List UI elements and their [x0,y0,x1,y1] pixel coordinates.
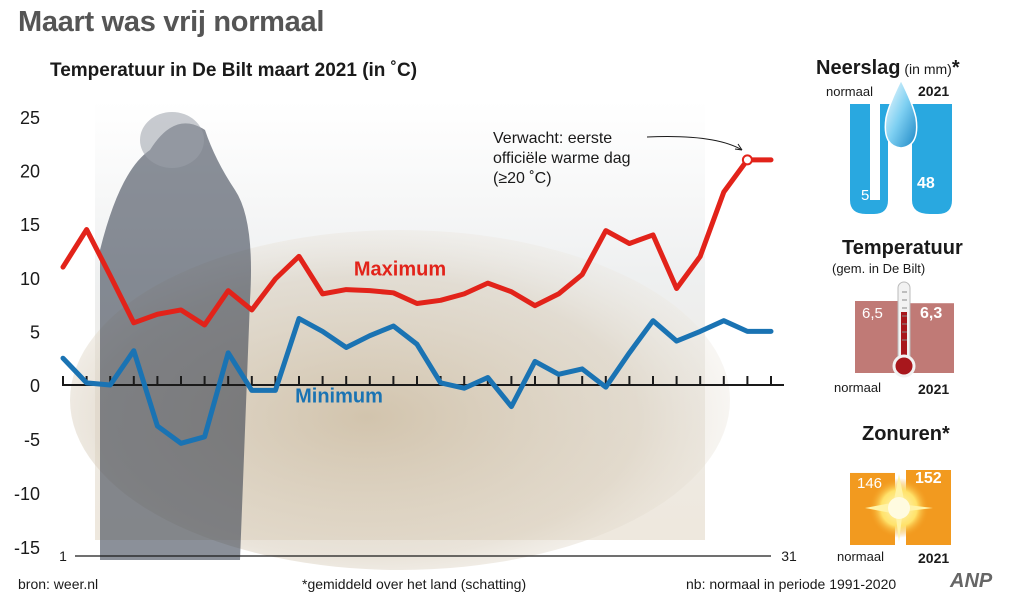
temperatuur-title: Temperatuur [842,237,963,259]
neerslag-title-text: Neerslag [816,57,901,79]
y-tick-label: -15 [14,538,40,558]
neerslag-unit: (in mm) [904,61,952,77]
zon-normal-value: 146 [857,475,883,492]
temp-normal-value: 6,5 [862,305,883,322]
thermometer-icon [892,281,916,378]
neerslag-title: Neerslag (in mm)* [816,57,960,80]
annotation-text-line: Verwacht: eerste [493,130,612,147]
temp-2021-label: 2021 [918,381,950,397]
water-drop-icon [884,78,918,149]
y-tick-label: 0 [30,376,40,396]
zon-2021-label: 2021 [918,550,950,566]
neerslag-2021-value: 48 [917,175,935,192]
neerslag-normal-label: normaal [826,84,873,99]
zon-normal-label: normaal [837,549,884,564]
anp-logo: ANP [950,570,993,592]
zonuren-graphic [850,470,951,545]
y-tick-label: 25 [20,108,40,128]
page-title: Maart was vrij normaal [18,6,325,38]
neerslag-graphic [850,78,952,214]
series-line-maximum [60,157,774,328]
annotation-arrow [646,136,743,151]
y-tick-label: 15 [20,215,40,235]
footnote-estimate: *gemiddeld over het land (schatting) [302,576,527,592]
zonuren-title: Zonuren* [862,423,950,445]
x-tick-label-first: 1 [59,548,67,564]
series-label-maximum: Maximum [354,259,446,281]
temperatuur-subtitle: (gem. in De Bilt) [832,261,926,276]
chart-title: Temperatuur in De Bilt maart 2021 (in ˚C… [50,60,418,81]
y-tick-label: -10 [14,484,40,504]
neerslag-2021-label: 2021 [918,83,950,99]
series-label-minimum: Minimum [295,385,383,407]
footnote-normal-period: nb: normaal in periode 1991-2020 [686,576,897,592]
neerslag-normal-value: 56 [861,187,878,204]
background-photo [70,100,730,570]
y-tick-label: -5 [24,430,40,450]
temperature-graphic [855,281,954,378]
annotation-marker [741,154,753,166]
y-tick-label: 5 [30,322,40,342]
temp-2021-bar [910,303,954,373]
temp-normal-label: normaal [834,380,881,395]
source-note: bron: weer.nl [18,576,99,592]
series-line-minimum [60,316,774,446]
y-tick-label: 10 [20,269,40,289]
y-tick-label: 20 [20,162,40,182]
annotation-text-line: officiële warme dag [493,150,631,167]
temp-2021-value: 6,3 [920,305,943,322]
neerslag-star: * [951,57,960,79]
annotation-text-line: (≥20 ˚C) [493,170,552,187]
temp-normal-bar [855,301,900,373]
zon-2021-value: 152 [915,470,942,487]
x-tick-label-last: 31 [781,548,797,564]
sun-icon [865,474,933,542]
neerslag-bars [850,104,952,214]
annotation-arrowhead [734,143,743,151]
